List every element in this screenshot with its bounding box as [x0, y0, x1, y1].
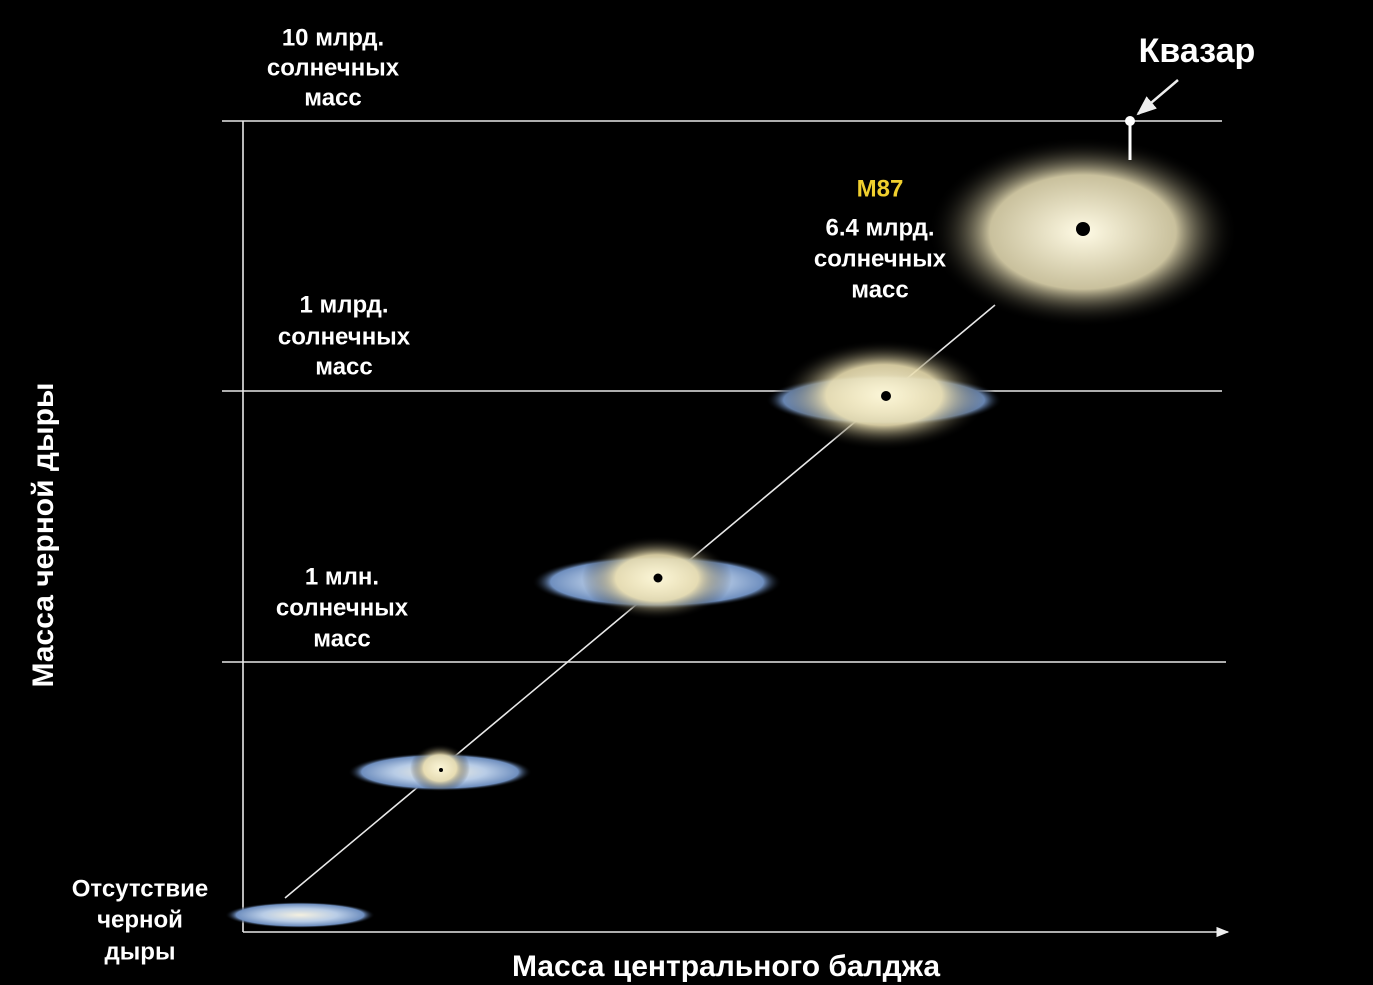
y-axis-label: Масса черной дыры: [27, 382, 60, 687]
x-axis-label: Масса центрального балджа: [512, 950, 940, 983]
m87-label: солнечных: [814, 245, 947, 272]
galaxy-m87: [928, 137, 1238, 327]
level-label: солнечных: [267, 54, 400, 81]
level-label: черной: [97, 906, 183, 933]
m87-name: M87: [857, 175, 904, 202]
diagram: 10 млрд. солнечных масс 1 млрд. солнечны…: [0, 0, 1373, 985]
level-label: 1 млрд.: [300, 291, 389, 318]
level-label: солнечных: [276, 594, 409, 621]
level-label: 1 млн.: [305, 563, 379, 590]
background: [0, 0, 1373, 985]
level-label: 10 млрд.: [282, 24, 384, 51]
galaxy: [225, 902, 375, 928]
level-label: солнечных: [278, 323, 411, 350]
m87-label: масс: [851, 276, 908, 303]
m87-label: 6.4 млрд.: [826, 214, 935, 241]
level-label: масс: [315, 353, 372, 380]
level-label: масс: [304, 84, 361, 111]
level-label: Отсутствие: [72, 875, 209, 902]
level-label: масс: [313, 625, 370, 652]
level-label: дыры: [105, 938, 176, 965]
quasar-label: Квазар: [1139, 32, 1256, 70]
